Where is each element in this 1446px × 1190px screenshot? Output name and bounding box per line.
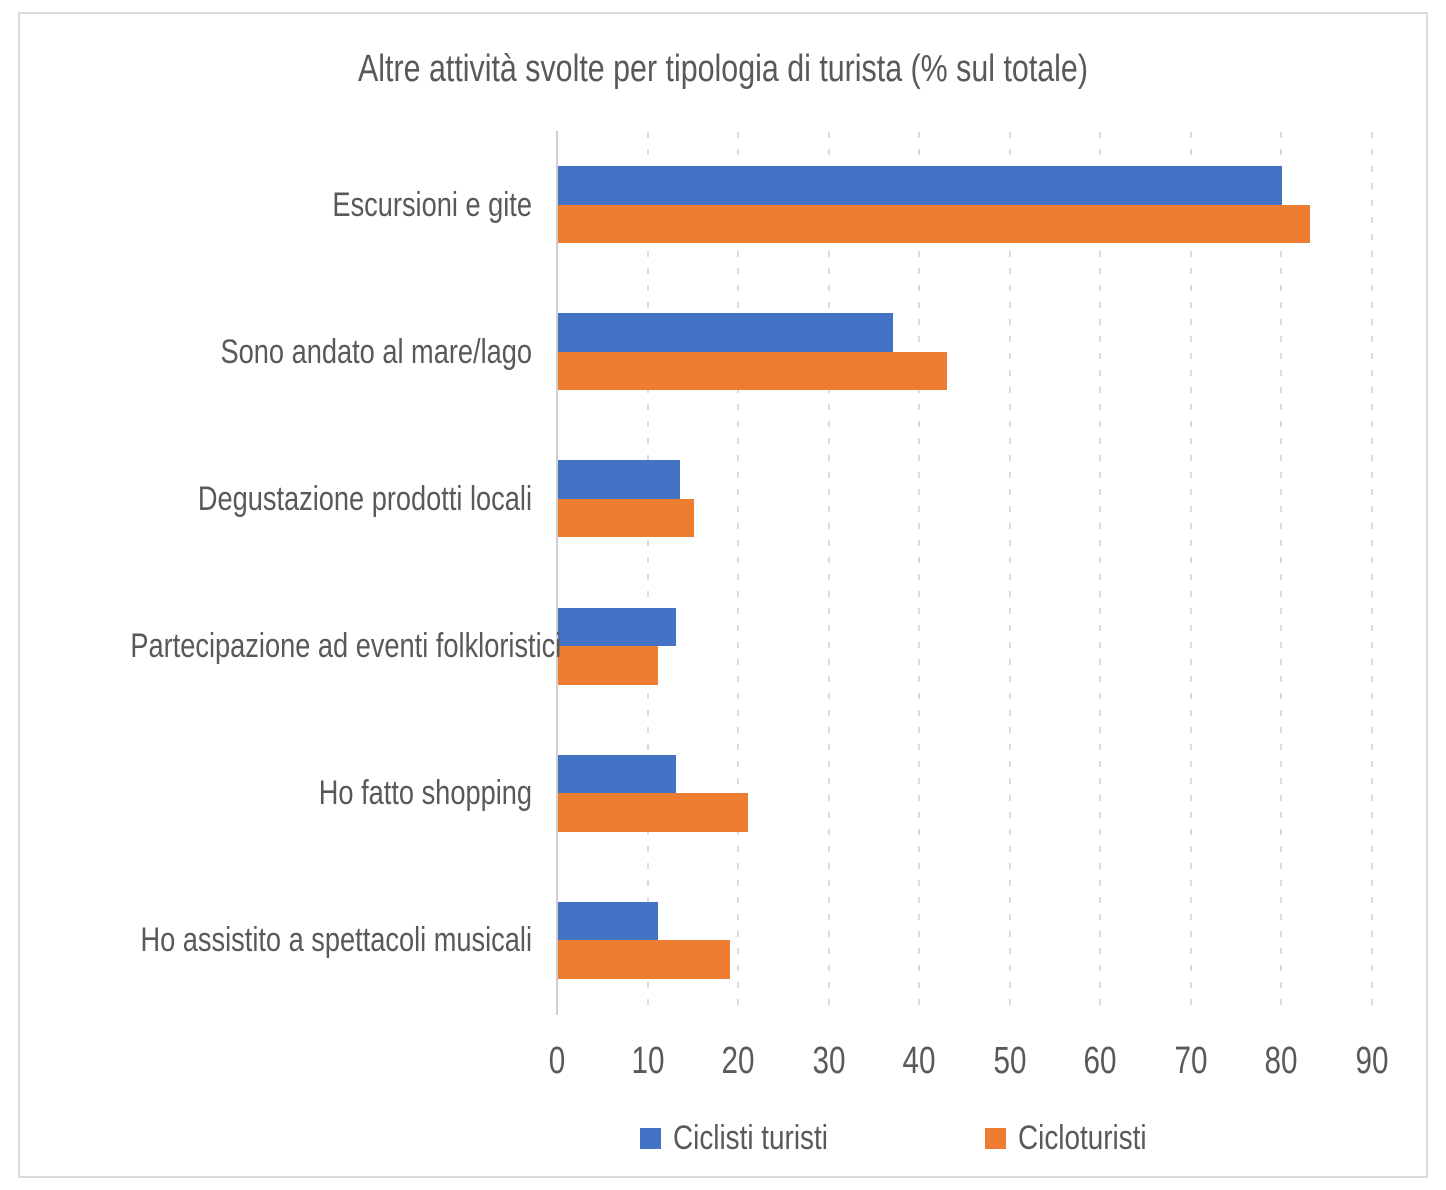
gridline-50 — [1008, 132, 1011, 1012]
gridline-40 — [918, 132, 921, 1012]
category-label-escursioni-e-gite: Escursioni e gite — [332, 185, 532, 224]
legend-entry-cicloturisti: Cicloturisti — [985, 1118, 1175, 1158]
bar-cicloturisti-partecipazione-ad-eventi-folkloristici — [558, 646, 658, 685]
category-label-ho-fatto-shopping: Ho fatto shopping — [318, 774, 532, 813]
bar-cicloturisti-escursioni-e-gite — [558, 204, 1310, 244]
category-label-sono-andato-al-mare-lago: Sono andato al mare/lago — [220, 332, 532, 371]
bar-ciclisti-turisti-degustazione-prodotti-locali — [558, 460, 681, 499]
gridline-80 — [1280, 132, 1283, 1012]
legend-swatch-cicloturisti — [985, 1127, 1006, 1149]
category-label-partecipazione-ad-eventi-folkloristici: Partecipazione ad eventi folkloristici — [130, 627, 562, 666]
bar-cicloturisti-ho-assistito-a-spettacoli-musicali — [558, 940, 731, 979]
x-tick-label-40: 40 — [902, 1040, 936, 1082]
gridline-90 — [1371, 132, 1373, 1012]
x-tick-label-0: 0 — [548, 1040, 566, 1082]
gridline-60 — [1099, 132, 1102, 1012]
gridline-70 — [1189, 132, 1192, 1012]
x-tick-label-70: 70 — [1174, 1040, 1208, 1082]
x-tick-label-80: 80 — [1264, 1040, 1298, 1082]
bar-ciclisti-turisti-sono-andato-al-mare-lago — [558, 313, 894, 352]
category-label-degustazione-prodotti-locali: Degustazione prodotti locali — [197, 479, 532, 518]
bar-ciclisti-turisti-ho-assistito-a-spettacoli-musicali — [558, 901, 658, 941]
x-tick-label-10: 10 — [631, 1040, 665, 1082]
x-tick-label-30: 30 — [812, 1040, 846, 1082]
bar-ciclisti-turisti-escursioni-e-gite — [558, 166, 1283, 205]
x-tick-label-90: 90 — [1355, 1040, 1389, 1082]
plot-area — [556, 131, 1373, 1015]
bar-ciclisti-turisti-partecipazione-ad-eventi-folkloristici — [558, 607, 676, 647]
x-tick-label-20: 20 — [721, 1040, 755, 1082]
legend-entry-ciclisti-turisti: Ciclisti turisti — [640, 1118, 862, 1158]
x-tick-label-50: 50 — [993, 1040, 1027, 1082]
gridline-20 — [737, 132, 740, 1012]
axis-zero-line — [556, 131, 558, 1015]
legend-swatch-ciclisti-turisti — [640, 1127, 661, 1149]
bar-ciclisti-turisti-ho-fatto-shopping — [558, 754, 676, 794]
bar-cicloturisti-sono-andato-al-mare-lago — [558, 351, 948, 391]
chart-title: Altre attività svolte per tipologia di t… — [358, 48, 1088, 90]
x-tick-label-60: 60 — [1083, 1040, 1117, 1082]
legend-label-cicloturisti: Cicloturisti — [1018, 1118, 1147, 1157]
bar-cicloturisti-degustazione-prodotti-locali — [558, 498, 694, 538]
gridline-30 — [827, 132, 830, 1012]
bar-cicloturisti-ho-fatto-shopping — [558, 793, 749, 832]
legend-label-ciclisti-turisti: Ciclisti turisti — [673, 1118, 828, 1157]
category-label-ho-assistito-a-spettacoli-musicali: Ho assistito a spettacoli musicali — [140, 921, 532, 960]
gridline-10 — [646, 132, 649, 1012]
